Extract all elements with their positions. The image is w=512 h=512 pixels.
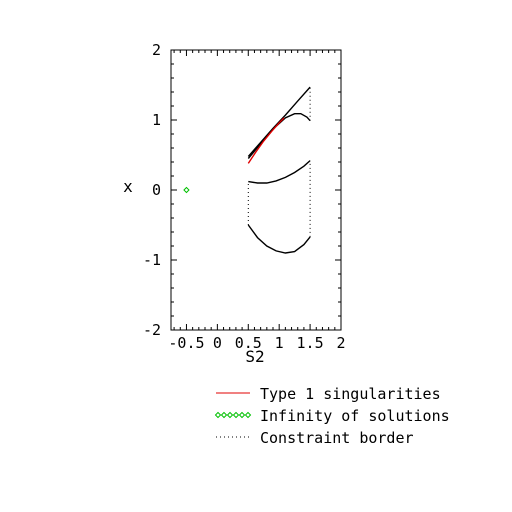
legend-diamond: [244, 411, 252, 419]
solution-curve: [247, 113, 311, 159]
x-tick-label: 0.5: [235, 334, 262, 352]
legend-label-infinity: Infinity of solutions: [260, 407, 450, 425]
legend-diamond: [214, 411, 222, 419]
curves: [247, 86, 311, 254]
y-tick-label: -2: [143, 321, 161, 339]
x-tick-labels: -0.5 0 0.5 1 1.5 2: [168, 334, 345, 352]
y-tick-label: 1: [152, 111, 161, 129]
legend-diamond: [232, 411, 240, 419]
legend-diamond: [220, 411, 228, 419]
solution-curve: [247, 224, 311, 254]
axis-ticks: [171, 49, 342, 331]
y-tick-label: 0: [152, 181, 161, 199]
x-tick-label: -0.5: [168, 334, 204, 352]
y-tick-label: 2: [152, 41, 161, 59]
y-tick-label: -1: [143, 251, 161, 269]
legend-diamond: [226, 411, 234, 419]
y-axis-label: x: [123, 177, 133, 196]
legend-label-type1: Type 1 singularities: [260, 385, 441, 403]
solution-curve: [248, 160, 311, 184]
x-tick-label: 0: [213, 334, 222, 352]
solution-curve: [247, 86, 311, 157]
legend-swatch-infinity: [214, 411, 252, 419]
x-axis-label: S2: [245, 347, 264, 366]
y-tick-labels: -2 -1 0 1 2: [143, 41, 161, 339]
infinity-point: [183, 186, 190, 194]
legend: Type 1 singularities Infinity of solutio…: [214, 385, 450, 447]
singularity-curve: [247, 117, 285, 164]
markers: [183, 186, 190, 194]
plot-area: [170, 49, 342, 331]
x-tick-label: 1.5: [297, 334, 324, 352]
legend-label-border: Constraint border: [260, 429, 414, 447]
legend-diamond: [238, 411, 246, 419]
x-tick-label: 2: [336, 334, 345, 352]
x-tick-label: 1: [275, 334, 284, 352]
